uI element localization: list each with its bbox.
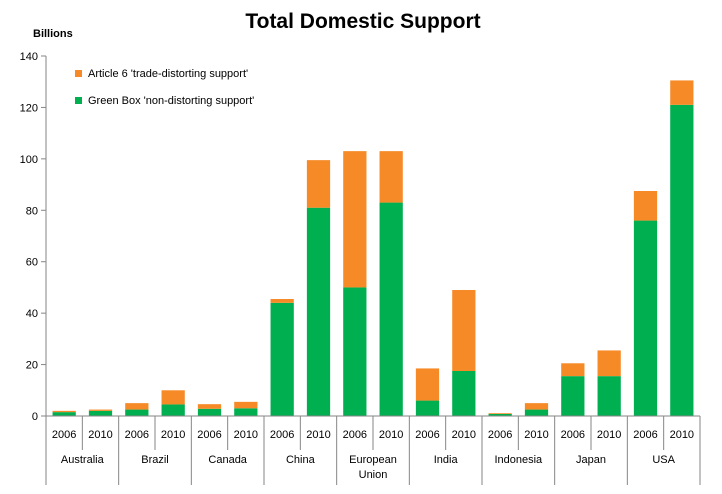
x-tick-label-year: 2006 [125,429,149,441]
x-tick-label-year: 2006 [52,429,76,441]
bar-segment-green-box [161,404,185,416]
x-tick-label-year: 2006 [197,429,221,441]
bar-segment-green-box [270,302,294,416]
x-group-label: European [349,454,397,466]
bar-segment-article-6 [343,151,367,288]
x-group-label: Union [359,469,388,481]
bar-segment-article-6 [633,191,658,221]
bar-segment-article-6 [125,403,149,410]
bar-segment-green-box [597,376,621,416]
y-tick-label: 80 [26,205,38,217]
x-group-label: Brazil [141,454,169,466]
legend: Article 6 'trade-distorting support' Gree… [75,68,254,107]
y-axis: 0 20 40 60 80 100 120 140 [20,51,47,423]
bar-segment-green-box [524,409,549,416]
legend-label: Green Box 'non-distorting support' [88,95,254,107]
bar-segment-green-box [670,104,694,416]
bar-segment-article-6 [270,299,294,303]
x-group-label: China [286,454,316,466]
x-tick-label-year: 2010 [379,429,403,441]
x-tick-label-year: 2006 [270,429,294,441]
bar-segment-article-6 [670,80,694,105]
x-tick-label-year: 2006 [633,429,657,441]
x-axis: 2006 2010 Australia 2006 2010 Brazil 2006 2010 C… [45,415,701,485]
bar-segment-green-box [488,413,512,416]
y-tick-label: 140 [20,51,38,63]
bar-segment-green-box [234,408,258,416]
bar-segment-article-6 [52,410,76,413]
y-tick-label: 0 [32,411,38,423]
x-tick-label-year: 2010 [88,429,112,441]
bar-segment-green-box [561,376,585,416]
bar-segment-article-6 [561,363,585,377]
x-tick-label-year: 2010 [670,429,694,441]
x-group-label: Australia [61,454,105,466]
y-tick-label: 20 [26,360,38,372]
bar-segment-green-box [415,400,440,416]
bar-segment-article-6 [379,151,403,203]
x-tick-label-year: 2010 [161,429,185,441]
y-tick-label: 100 [20,154,38,166]
bar-segment-article-6 [197,404,222,409]
y-axis-label: Billions [33,28,73,40]
x-tick-label-year: 2006 [415,429,439,441]
bar-segment-green-box [125,409,149,416]
bar-segment-article-6 [452,290,476,371]
legend-swatch [75,97,82,104]
bar-segment-green-box [88,410,113,416]
bar-segment-article-6 [597,350,621,377]
bars [52,80,694,416]
x-tick-label-year: 2010 [306,429,330,441]
bar-segment-article-6 [234,401,258,409]
y-tick-label: 120 [20,102,38,114]
chart-title: Total Domestic Support [245,10,480,33]
x-group-label: India [434,454,459,466]
bar-segment-green-box [633,220,658,416]
x-group-label: USA [652,454,675,466]
x-group-label: Canada [208,454,247,466]
x-tick-label-year: 2006 [343,429,367,441]
bar-segment-green-box [197,408,222,416]
x-group-label: Japan [576,454,606,466]
bar-segment-green-box [452,371,476,416]
bar-segment-article-6 [488,413,512,414]
x-group-label: Indonesia [494,454,543,466]
x-tick-label-year: 2010 [234,429,258,441]
x-tick-label-year: 2006 [488,429,512,441]
bar-segment-article-6 [88,409,113,411]
bar-segment-article-6 [524,403,549,410]
bar-segment-green-box [343,287,367,416]
x-tick-label-year: 2006 [561,429,585,441]
y-tick-label: 40 [26,308,38,320]
bar-segment-green-box [52,412,76,416]
x-tick-label-year: 2010 [452,429,476,441]
legend-label: Article 6 'trade-distorting support' [88,68,248,80]
bar-segment-article-6 [161,390,185,405]
bar-segment-article-6 [306,160,331,208]
legend-swatch [75,70,82,77]
bar-segment-green-box [306,207,331,416]
bar-segment-article-6 [415,368,440,401]
bar-segment-green-box [379,202,403,416]
y-tick-label: 60 [26,257,38,269]
x-tick-label-year: 2010 [524,429,548,441]
x-tick-label-year: 2010 [597,429,621,441]
